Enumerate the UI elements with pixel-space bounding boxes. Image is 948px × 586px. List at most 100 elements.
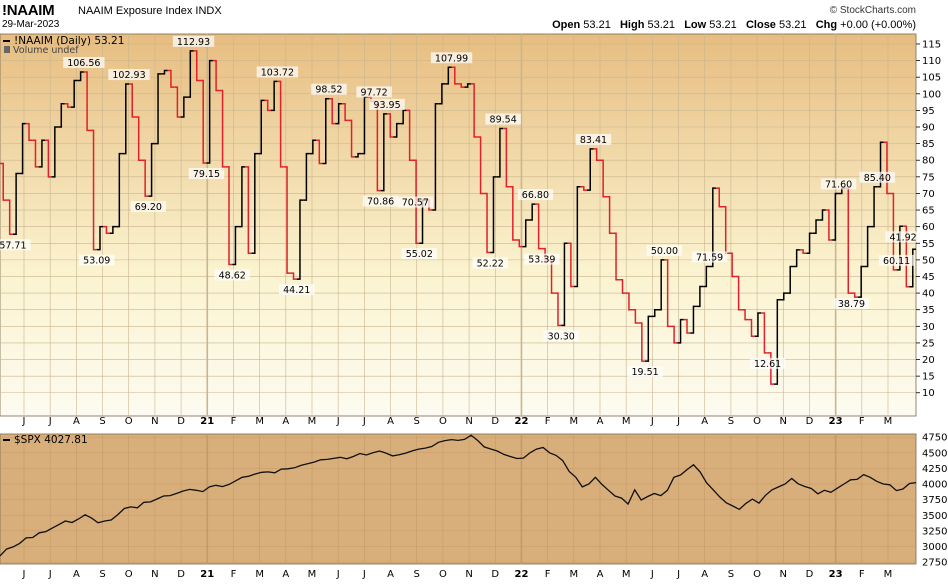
naaim-series-segment xyxy=(851,292,858,298)
data-label: 102.93 xyxy=(112,70,145,81)
naaim-series-segment xyxy=(96,225,104,251)
naaim-y-tick-label: 30 xyxy=(922,322,935,333)
naaim-x-tick-label: J xyxy=(676,416,680,427)
naaim-y-tick-label: 50 xyxy=(922,255,935,266)
spx-x-tick-label: F xyxy=(231,569,237,580)
data-label-bg xyxy=(820,178,857,190)
naaim-y-tick-label: 40 xyxy=(922,289,935,300)
naaim-x-tick-label: O xyxy=(125,416,133,427)
naaim-series-segment xyxy=(258,99,265,155)
spx-x-tick-label: N xyxy=(465,569,472,580)
naaim-x-tick-label: J xyxy=(22,416,26,427)
data-label: 107.99 xyxy=(435,53,468,64)
naaim-series-segment xyxy=(316,139,323,165)
data-label: 85.40 xyxy=(864,173,891,184)
spx-x-tick-label: A xyxy=(597,569,604,580)
naaim-series-segment xyxy=(135,116,142,161)
spx-y-tick-label: 3750 xyxy=(922,495,947,506)
data-label: 89.54 xyxy=(490,115,517,126)
naaim-series-segment xyxy=(883,141,891,195)
naaim-series-segment xyxy=(354,152,362,158)
data-label: 60.11 xyxy=(883,256,910,267)
volume-subtitle: Volume undef xyxy=(13,45,79,56)
data-label: 50.00 xyxy=(651,246,678,257)
naaim-series-segment xyxy=(58,103,65,128)
naaim-series-segment xyxy=(199,79,207,164)
data-label-bg xyxy=(878,254,915,266)
naaim-series-segment xyxy=(51,126,59,178)
data-label: 106.56 xyxy=(67,58,100,69)
naaim-x-tick-label: M xyxy=(308,416,317,427)
data-label: 55.02 xyxy=(406,249,433,260)
naaim-series-segment xyxy=(238,166,246,228)
naaim-series-segment xyxy=(264,99,271,112)
ohlc-readout: Open 53.21 High 53.21 Low 53.21 Close 53… xyxy=(552,19,916,31)
naaim-series-segment xyxy=(735,275,742,311)
data-label-bg xyxy=(430,52,473,64)
naaim-series-segment xyxy=(77,71,84,82)
naaim-series-segment xyxy=(406,109,413,161)
naaim-series-segment xyxy=(793,249,800,268)
symbol-name: NAAIM Exposure Index INDX xyxy=(78,5,222,17)
naaim-series-segment xyxy=(438,83,446,105)
data-label: 38.79 xyxy=(838,299,865,310)
data-label-bg xyxy=(885,231,921,243)
naaim-series-segment xyxy=(90,129,97,251)
naaim-x-tick-label: S xyxy=(728,416,734,427)
data-label: 71.60 xyxy=(825,179,852,190)
spx-x-tick-label: D xyxy=(491,569,499,580)
naaim-series-segment xyxy=(825,209,833,241)
spx-x-tick-label: N xyxy=(151,569,158,580)
naaim-series-segment xyxy=(348,119,355,158)
naaim-series-segment xyxy=(657,259,665,311)
low-value: 53.21 xyxy=(709,19,737,31)
naaim-series-segment xyxy=(335,103,342,125)
data-label: 70.86 xyxy=(367,197,394,208)
data-label: 97.72 xyxy=(361,87,388,98)
naaim-series-segment xyxy=(232,225,239,266)
spx-x-tick-label: J xyxy=(676,569,680,580)
spx-x-tick-label: M xyxy=(884,569,893,580)
naaim-series-segment xyxy=(129,83,136,118)
naaim-x-tick-label: A xyxy=(701,416,708,427)
naaim-y-tick-label: 105 xyxy=(922,73,941,84)
naaim-series-segment xyxy=(167,69,175,88)
data-label: 12.61 xyxy=(754,359,781,370)
data-label: 44.21 xyxy=(283,285,310,296)
naaim-x-tick-label: 22 xyxy=(514,416,528,427)
spx-panel[interactable]: J J A S O N D 21 F M A M J J A S O N D 22 F M A M J J A S O N D 23 F M 275… xyxy=(0,433,947,580)
naaim-panel[interactable]: J J A S O N D 21 F M A M J J A S O N D 22 F M A M J J A S O N D 23 F M 10 1… xyxy=(0,33,941,427)
naaim-series-segment xyxy=(303,152,310,201)
naaim-x-tick-label: S xyxy=(414,416,420,427)
spx-x-tick-label: S xyxy=(728,569,734,580)
naaim-y-tick-label: 90 xyxy=(922,123,935,134)
spx-x-tick-label: M xyxy=(255,569,264,580)
naaim-series-segment xyxy=(625,292,633,311)
naaim-x-tick-label: M xyxy=(622,416,631,427)
spx-x-tick-label: A xyxy=(701,569,708,580)
naaim-y-tick-label: 55 xyxy=(922,239,935,250)
naaim-series-segment xyxy=(83,71,91,132)
naaim-series-segment xyxy=(703,265,710,288)
naaim-series-segment xyxy=(709,187,717,268)
naaim-series-segment xyxy=(741,308,749,321)
naaim-series-segment xyxy=(638,322,646,362)
spx-x-tick-label: J xyxy=(48,569,52,580)
data-label-bg xyxy=(214,269,250,281)
data-label-bg xyxy=(646,244,683,256)
naaim-series-segment xyxy=(567,242,575,288)
data-label: 79.15 xyxy=(193,169,220,180)
stockcharts-logo[interactable]: © StockCharts.com xyxy=(829,5,916,16)
naaim-x-tick-label: J xyxy=(650,416,654,427)
data-label: 69.20 xyxy=(135,202,162,213)
naaim-series-segment xyxy=(0,162,7,201)
naaim-x-tick-label: A xyxy=(73,416,80,427)
data-label-bg xyxy=(691,251,728,263)
data-label: 71.59 xyxy=(696,253,723,264)
naaim-series-segment xyxy=(909,248,916,288)
naaim-y-tick-label: 35 xyxy=(922,305,935,316)
naaim-series-segment xyxy=(503,127,510,188)
data-label: 30.30 xyxy=(548,331,575,342)
chg-value: +0.00 (+0.00%) xyxy=(840,19,916,31)
